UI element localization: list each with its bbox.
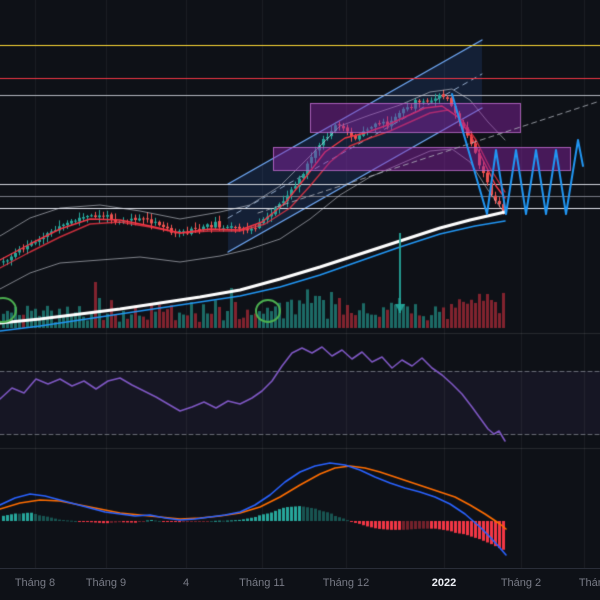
time-axis-label: Tháng 11: [239, 577, 285, 589]
time-axis-label: Tháng 12: [322, 577, 370, 589]
time-axis-label: 4: [182, 577, 190, 589]
time-axis-label: 2022: [431, 577, 457, 589]
time-axis-label: Tháng 9: [85, 577, 127, 589]
chart-canvas[interactable]: [0, 0, 600, 568]
time-axis-label: Tháng 2: [500, 577, 542, 589]
time-axis-label: Tháng 8: [14, 577, 56, 589]
time-axis[interactable]: Tháng 8 Tháng 9 4 Tháng 11 Tháng 12 2022 Tháng…: [0, 568, 600, 600]
time-axis-label: Tháng 3: [578, 577, 600, 589]
